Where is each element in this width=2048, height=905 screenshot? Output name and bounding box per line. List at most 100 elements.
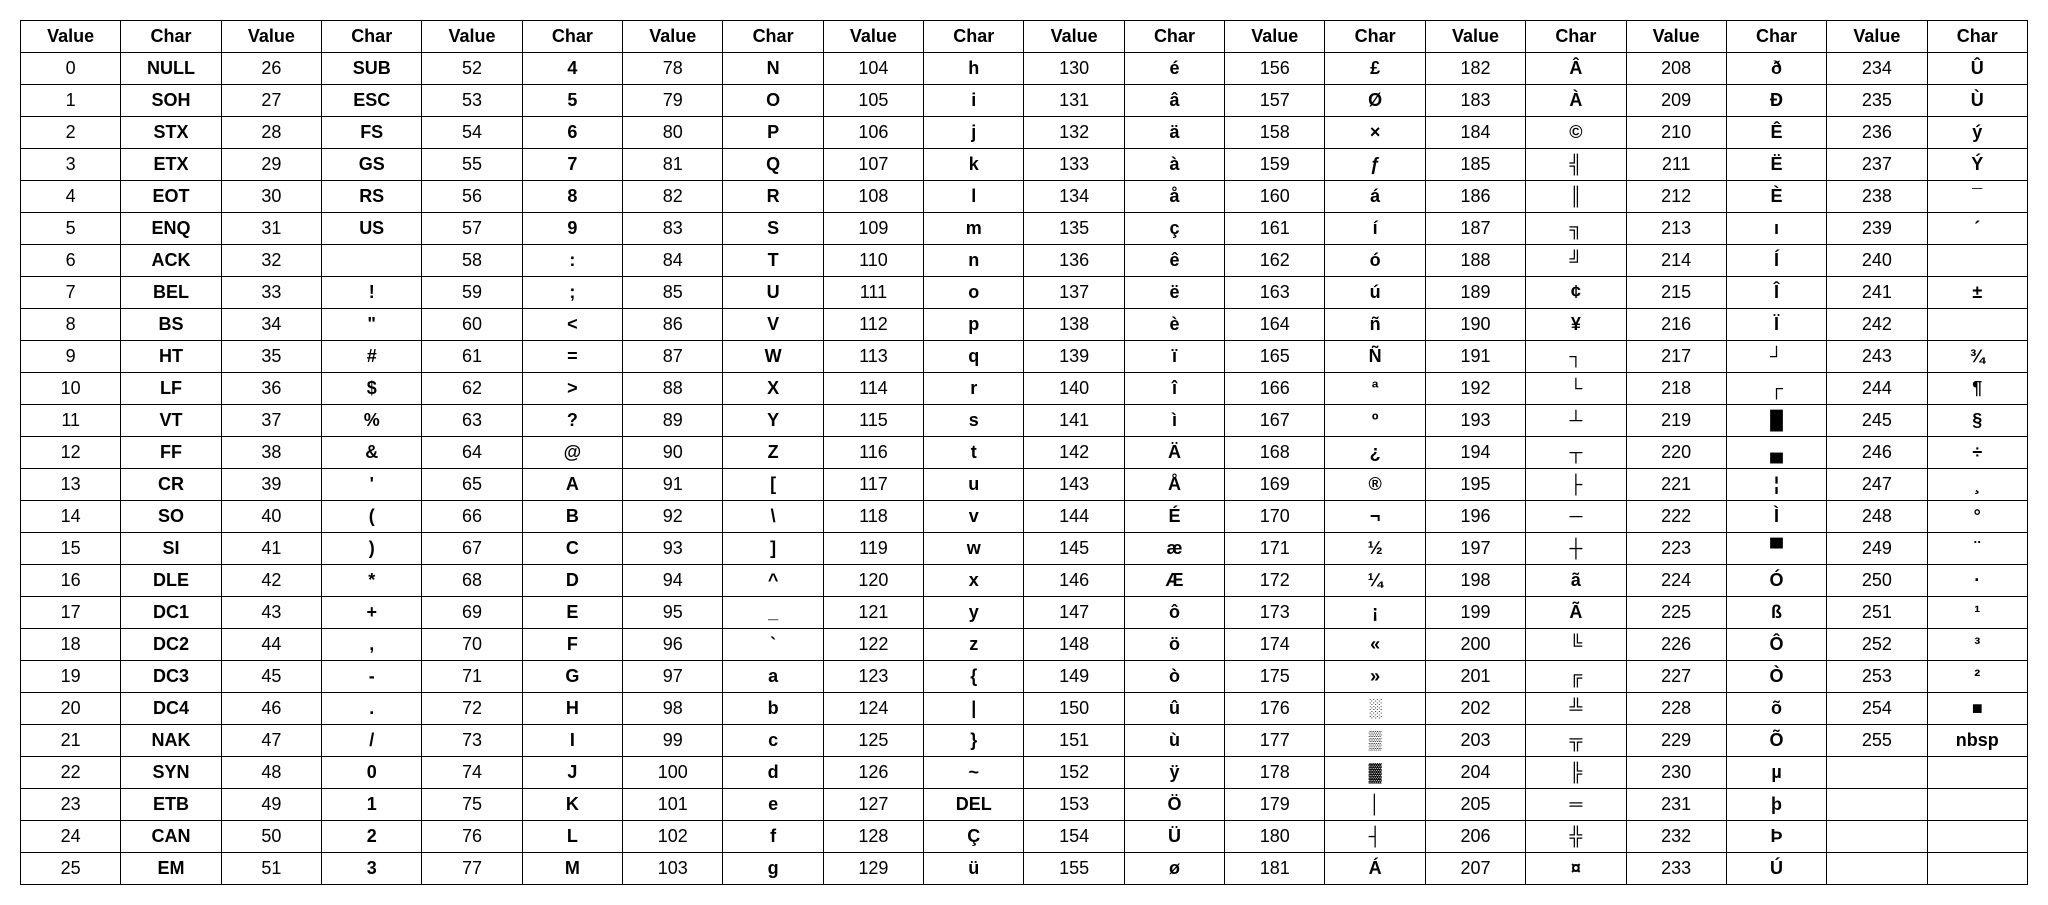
char-cell: ACK (121, 245, 221, 277)
value-cell: 177 (1225, 725, 1325, 757)
value-cell: 39 (221, 469, 321, 501)
value-cell: 107 (823, 149, 923, 181)
value-cell: 37 (221, 405, 321, 437)
value-cell: 174 (1225, 629, 1325, 661)
value-cell: 170 (1225, 501, 1325, 533)
value-cell: 146 (1024, 565, 1124, 597)
char-cell: / (322, 725, 422, 757)
table-row: 0NULL26SUB52478N104h130é156£182Â208ð234Û (21, 53, 2028, 85)
value-cell: 197 (1425, 533, 1525, 565)
char-cell: Î (1726, 277, 1826, 309)
char-cell: ╔ (1526, 661, 1626, 693)
value-cell: 122 (823, 629, 923, 661)
char-cell: m (924, 213, 1024, 245)
value-cell: 69 (422, 597, 522, 629)
value-cell: 148 (1024, 629, 1124, 661)
value-cell (1827, 853, 1927, 885)
value-cell: 54 (422, 117, 522, 149)
value-cell: 153 (1024, 789, 1124, 821)
value-cell: 131 (1024, 85, 1124, 117)
value-cell: 132 (1024, 117, 1124, 149)
header-char: Char (1927, 21, 2027, 53)
value-cell: 144 (1024, 501, 1124, 533)
value-cell: 110 (823, 245, 923, 277)
value-cell: 202 (1425, 693, 1525, 725)
char-cell: Ü (1124, 821, 1224, 853)
value-cell: 204 (1425, 757, 1525, 789)
value-cell: 24 (21, 821, 121, 853)
value-cell: 62 (422, 373, 522, 405)
char-cell: M (522, 853, 622, 885)
table-row: 15SI41)67C93]119w145æ171½197┼223▀249¨ (21, 533, 2028, 565)
value-cell: 79 (623, 85, 723, 117)
value-cell: 129 (823, 853, 923, 885)
char-cell: Ì (1726, 501, 1826, 533)
char-cell: å (1124, 181, 1224, 213)
value-cell: 120 (823, 565, 923, 597)
char-cell: SYN (121, 757, 221, 789)
char-cell: f (723, 821, 823, 853)
value-cell: 0 (21, 53, 121, 85)
value-cell: 73 (422, 725, 522, 757)
char-cell: î (1124, 373, 1224, 405)
value-cell: 157 (1225, 85, 1325, 117)
value-cell: 72 (422, 693, 522, 725)
value-cell: 81 (623, 149, 723, 181)
char-cell: ┴ (1526, 405, 1626, 437)
value-cell: 160 (1225, 181, 1325, 213)
value-cell: 252 (1827, 629, 1927, 661)
char-cell: ® (1325, 469, 1425, 501)
char-cell: ENQ (121, 213, 221, 245)
char-cell: × (1325, 117, 1425, 149)
table-row: 4EOT30RS56882R108l134å160á186║212È238¯ (21, 181, 2028, 213)
char-cell: SO (121, 501, 221, 533)
value-cell: 137 (1024, 277, 1124, 309)
char-cell: Q (723, 149, 823, 181)
char-cell: e (723, 789, 823, 821)
table-row: 3ETX29GS55781Q107k133à159ƒ185╣211Ë237Ý (21, 149, 2028, 181)
value-cell: 230 (1626, 757, 1726, 789)
char-cell: b (723, 693, 823, 725)
char-cell: ´ (1927, 213, 2027, 245)
value-cell: 4 (21, 181, 121, 213)
char-cell: $ (322, 373, 422, 405)
char-cell: = (522, 341, 622, 373)
value-cell: 169 (1225, 469, 1325, 501)
value-cell: 33 (221, 277, 321, 309)
char-cell: ? (522, 405, 622, 437)
value-cell: 150 (1024, 693, 1124, 725)
char-cell: NAK (121, 725, 221, 757)
value-cell: 184 (1425, 117, 1525, 149)
char-cell: EOT (121, 181, 221, 213)
value-cell: 108 (823, 181, 923, 213)
char-cell: VT (121, 405, 221, 437)
value-cell: 6 (21, 245, 121, 277)
char-cell: ┘ (1726, 341, 1826, 373)
value-cell: 172 (1225, 565, 1325, 597)
char-cell: u (924, 469, 1024, 501)
value-cell: 65 (422, 469, 522, 501)
value-cell: 74 (422, 757, 522, 789)
value-cell: 15 (21, 533, 121, 565)
char-cell: * (322, 565, 422, 597)
char-cell: ³ (1927, 629, 2027, 661)
value-cell: 71 (422, 661, 522, 693)
value-cell: 209 (1626, 85, 1726, 117)
char-cell: ± (1927, 277, 2027, 309)
value-cell: 196 (1425, 501, 1525, 533)
char-cell: ' (322, 469, 422, 501)
table-body: 0NULL26SUB52478N104h130é156£182Â208ð234Û… (21, 53, 2028, 885)
char-cell: Û (1927, 53, 2027, 85)
value-cell: 193 (1425, 405, 1525, 437)
char-cell: { (924, 661, 1024, 693)
char-cell: é (1124, 53, 1224, 85)
value-cell: 155 (1024, 853, 1124, 885)
char-cell: ý (1927, 117, 2027, 149)
header-value: Value (1024, 21, 1124, 53)
value-cell: 244 (1827, 373, 1927, 405)
value-cell: 207 (1425, 853, 1525, 885)
value-cell: 208 (1626, 53, 1726, 85)
table-row: 11VT37%63?89Y115s141ì167º193┴219█245§ (21, 405, 2028, 437)
char-cell: ■ (1927, 693, 2027, 725)
char-cell: ¦ (1726, 469, 1826, 501)
